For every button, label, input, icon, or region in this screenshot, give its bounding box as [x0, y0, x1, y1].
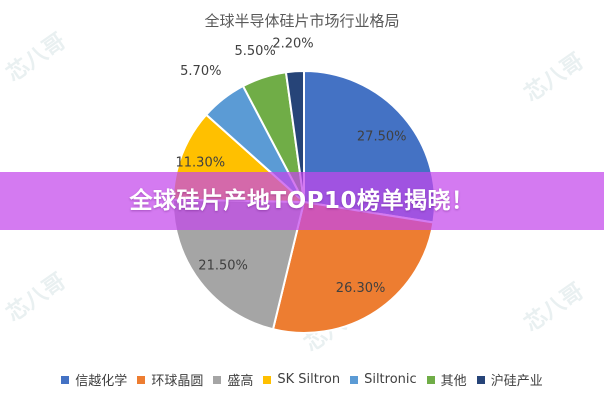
data-label: 5.70% [180, 64, 221, 79]
legend-item: 沪硅产业 [476, 370, 543, 389]
data-label: 5.50% [234, 44, 275, 59]
headline-text: 全球硅片产地TOP10榜单揭晓！ [129, 188, 475, 214]
legend-swatch [476, 375, 485, 384]
legend-item: 信越化学 [61, 370, 127, 389]
legend-label: Siltronic [364, 372, 417, 387]
chart-title: 全球半导体硅片市场行业格局 [204, 12, 400, 30]
legend-label: 沪硅产业 [490, 374, 543, 389]
data-label: 21.50% [198, 258, 248, 273]
legend-swatch [350, 375, 359, 384]
legend-item: SK Siltron [263, 372, 340, 387]
pie-slice [284, 69, 305, 203]
legend-item: 盛高 [213, 370, 253, 389]
data-label: 27.50% [357, 130, 407, 145]
legend-swatch [426, 375, 435, 384]
legend-label: 信越化学 [75, 374, 128, 389]
legend-label: 环球晶圆 [151, 374, 204, 389]
legend-label: SK Siltron [277, 372, 341, 387]
legend-swatch [61, 375, 70, 384]
legend-label: 盛高 [227, 374, 254, 389]
legend-item: 其他 [426, 370, 467, 389]
legend-item: Siltronic [350, 372, 417, 387]
chart-legend: 信越化学 环球晶圆 盛高 SK Siltron Siltronic 其他 沪硅产业 [0, 370, 604, 389]
legend-swatch [263, 375, 272, 384]
legend-swatch [213, 375, 222, 384]
legend-swatch [137, 375, 146, 384]
legend-item: 环球晶圆 [137, 370, 203, 389]
headline-banner: 全球硅片产地TOP10榜单揭晓！ [0, 172, 604, 230]
data-label: 26.30% [336, 281, 386, 296]
data-label: 11.30% [176, 155, 226, 170]
data-label: 2.20% [272, 37, 313, 52]
pie-slice [271, 200, 435, 334]
legend-label: 其他 [440, 374, 467, 389]
